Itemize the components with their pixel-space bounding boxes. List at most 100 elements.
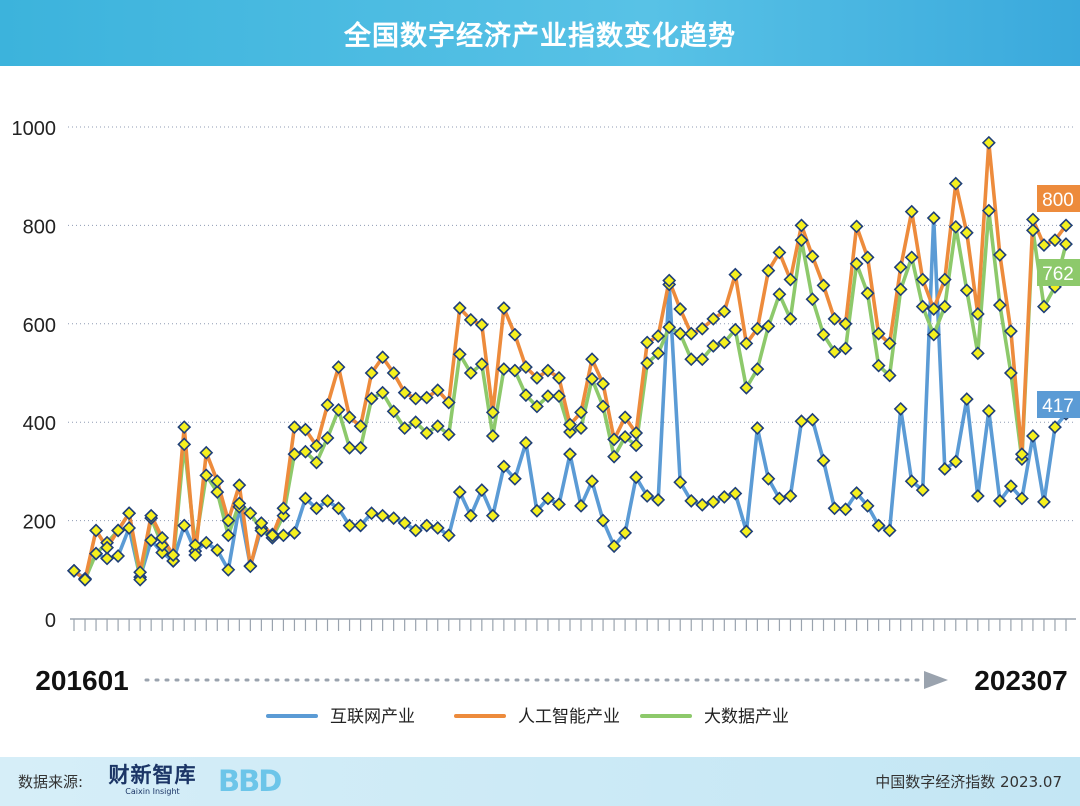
data-point-ai — [485, 405, 500, 420]
legend-label-internet: 互联网产业 — [330, 707, 415, 727]
data-point-bigdata — [485, 429, 500, 443]
data-point-internet — [904, 474, 919, 489]
y-tick-label: 200 — [23, 512, 56, 534]
data-point-ai — [1026, 212, 1040, 227]
data-point-ai — [408, 391, 423, 406]
data-point-bigdata — [794, 233, 809, 248]
data-point-internet — [221, 562, 236, 577]
data-point-ai — [618, 410, 633, 425]
data-point-ai — [254, 516, 269, 530]
data-point-bigdata — [133, 572, 148, 587]
legend: 互联网产业 人工智能产业 大数据产业 — [266, 707, 789, 727]
data-point-internet — [585, 474, 599, 489]
data-point-bigdata — [640, 356, 655, 371]
end-label-box — [1037, 185, 1080, 212]
x-axis-ticks — [70, 618, 1076, 631]
data-point-internet — [827, 501, 842, 516]
data-point-bigdata — [1026, 223, 1040, 238]
data-point-bigdata — [397, 421, 412, 436]
data-point-internet — [210, 543, 225, 558]
data-point-internet — [893, 401, 908, 416]
arrow-right-icon — [924, 671, 948, 689]
data-point-ai — [441, 395, 456, 410]
data-point-ai — [860, 250, 875, 265]
data-point-ai — [981, 135, 996, 150]
data-point-bigdata — [353, 440, 368, 455]
data-point-internet — [882, 523, 897, 538]
data-point-ai — [430, 383, 445, 398]
data-point-bigdata — [706, 339, 721, 353]
data-point-ai — [541, 363, 555, 378]
data-point-ai — [882, 336, 897, 351]
caixin-logo-text: 财新智库 — [108, 763, 197, 787]
data-point-bigdata — [585, 371, 599, 386]
data-point-ai — [221, 513, 236, 528]
data-point-internet — [298, 491, 313, 506]
data-point-bigdata — [89, 546, 103, 561]
data-point-bigdata — [463, 366, 478, 380]
data-point-bigdata — [893, 282, 908, 297]
data-point-ai — [893, 260, 908, 275]
data-point-internet — [474, 483, 489, 498]
page-title: 全国数字经济产业指数变化趋势 — [344, 20, 736, 52]
data-point-ai — [166, 548, 181, 562]
data-point-ai — [596, 376, 610, 391]
data-point-bigdata — [1059, 237, 1073, 252]
data-point-ai — [122, 506, 137, 521]
y-tick-label: 0 — [45, 610, 56, 632]
data-point-ai — [309, 438, 324, 453]
data-point-ai — [827, 311, 842, 326]
data-point-bigdata — [552, 389, 566, 404]
data-point-bigdata — [992, 298, 1007, 313]
data-point-internet — [673, 475, 688, 490]
data-point-bigdata — [276, 508, 291, 523]
data-point-internet — [772, 491, 787, 506]
data-point-internet — [122, 521, 137, 535]
data-point-internet — [331, 501, 346, 516]
series-line-bigdata — [72, 208, 1068, 582]
data-point-ai — [1037, 238, 1051, 253]
data-point-ai — [78, 572, 92, 587]
data-point-ai — [948, 176, 963, 191]
data-point-ai — [904, 204, 919, 219]
data-point-internet — [199, 535, 214, 550]
data-point-ai — [507, 327, 522, 342]
data-point-internet — [177, 518, 192, 533]
data-point-ai — [970, 307, 985, 321]
data-point-internet — [717, 490, 732, 504]
data-point-bigdata — [904, 250, 919, 265]
data-point-bigdata — [210, 485, 225, 499]
data-point-ai — [364, 366, 379, 380]
x-range: 201601 202307 — [35, 665, 1067, 696]
data-point-bigdata — [915, 299, 930, 314]
data-point-bigdata — [287, 447, 302, 462]
end-label-box — [1037, 391, 1080, 418]
caixin-logo-subtext: Caixin Insight — [125, 787, 180, 796]
data-point-ai — [518, 360, 533, 375]
data-point-bigdata — [805, 292, 820, 307]
data-point-internet — [618, 525, 633, 540]
data-point-ai — [155, 530, 170, 545]
data-point-internet — [452, 485, 467, 499]
series-lines — [72, 140, 1068, 582]
data-point-bigdata — [408, 415, 423, 430]
data-point-ai — [574, 405, 588, 420]
data-point-ai — [144, 508, 159, 523]
y-tick-label: 800 — [23, 216, 56, 238]
data-point-internet — [155, 545, 170, 560]
data-point-internet — [706, 494, 721, 509]
data-point-ai — [838, 316, 853, 331]
data-point-ai — [199, 445, 214, 460]
data-point-internet — [1003, 479, 1018, 494]
data-point-bigdata — [474, 357, 489, 372]
data-point-bigdata — [717, 335, 732, 350]
data-point-bigdata — [243, 506, 258, 521]
data-point-internet — [563, 447, 577, 462]
data-point-bigdata — [783, 311, 798, 326]
data-point-ai — [563, 417, 577, 432]
data-point-internet — [937, 462, 952, 476]
data-point-internet — [838, 502, 853, 517]
data-point-ai — [915, 272, 930, 287]
data-point-ai — [662, 273, 677, 288]
data-point-ai — [695, 321, 710, 336]
